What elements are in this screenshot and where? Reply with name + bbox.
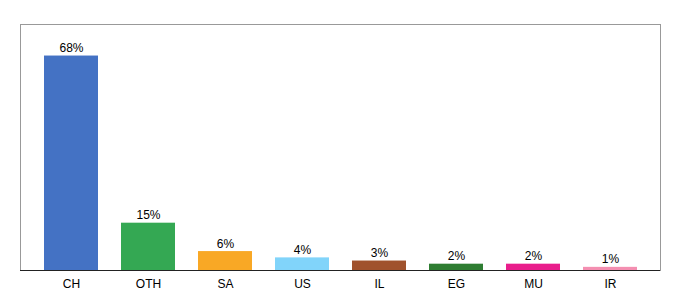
svg-text:CH: CH xyxy=(63,277,80,291)
svg-text:US: US xyxy=(294,277,311,291)
svg-text:15%: 15% xyxy=(136,208,160,222)
svg-text:6%: 6% xyxy=(217,237,235,251)
svg-text:1%: 1% xyxy=(602,252,620,266)
svg-text:2%: 2% xyxy=(448,249,466,263)
svg-text:SA: SA xyxy=(217,277,233,291)
svg-text:68%: 68% xyxy=(59,41,83,55)
svg-text:IR: IR xyxy=(605,277,617,291)
svg-text:OTH: OTH xyxy=(136,277,161,291)
svg-text:3%: 3% xyxy=(371,246,389,260)
svg-text:4%: 4% xyxy=(294,243,312,257)
svg-text:2%: 2% xyxy=(525,249,543,263)
svg-text:MU: MU xyxy=(524,277,543,291)
svg-text:IL: IL xyxy=(374,277,384,291)
svg-text:EG: EG xyxy=(448,277,465,291)
